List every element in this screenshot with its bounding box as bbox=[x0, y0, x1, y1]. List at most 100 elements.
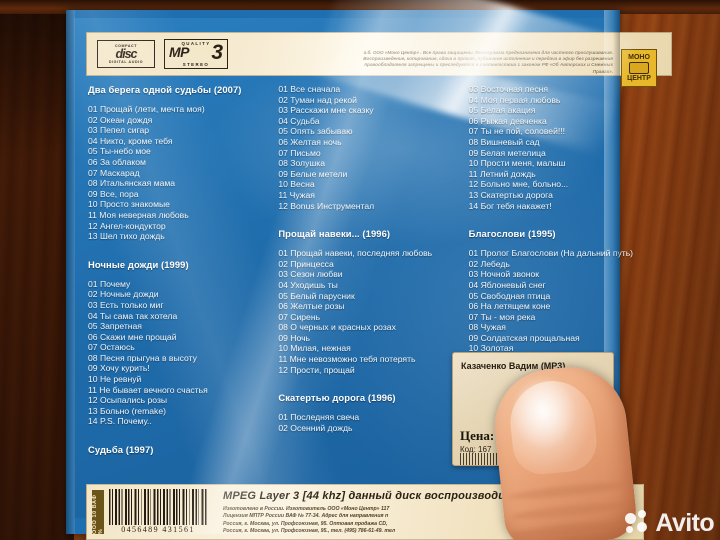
tracklist-column-2: 01 Все сначала 02 Туман над рекой 03 Расск… bbox=[278, 84, 468, 484]
mono-logo-line2: ЦЕНТР bbox=[627, 75, 651, 82]
track-item: 06 Желтые розы bbox=[278, 301, 345, 312]
track-item: 11 Моя неверная любовь bbox=[88, 209, 189, 220]
track-item: 05 Свободная птица bbox=[468, 290, 551, 301]
manufacturer-fineprint: Изготовлено в России. Изготовитель ООО «… bbox=[223, 506, 643, 536]
track-item: 11 Мне невозможно тебя потерять bbox=[278, 354, 416, 365]
track-item: 02 Осенний дождь bbox=[278, 422, 353, 433]
tracklist-column-3: 03 Восточная песня 04 Моя первая любовь 05… bbox=[469, 84, 654, 484]
mp3-quality-icon: QUALITY MP 3 STEREO bbox=[164, 39, 228, 69]
album-track-list: 01 Последняя свеча 02 Осенний дождь bbox=[278, 412, 462, 433]
track-item: 01 Почему bbox=[88, 278, 131, 289]
track-item: 12 Прости, прощай bbox=[278, 364, 355, 375]
copyright-notice: г.б. ООО «Моно Центр» . Все права защище… bbox=[363, 50, 613, 74]
track-item: 09 Белая метелица bbox=[468, 147, 546, 158]
track-item: 07 Остаюсь bbox=[88, 342, 135, 353]
thumbnail-highlight bbox=[506, 376, 600, 478]
track-item: 04 Судьба bbox=[278, 115, 320, 126]
track-item: 10 Милая, нежная bbox=[278, 343, 351, 354]
track-item: 13 Больно (remake) bbox=[88, 405, 166, 416]
avito-logo-icon bbox=[625, 510, 651, 536]
fineprint-line: Изготовлено в России. Изготовитель ООО «… bbox=[223, 506, 390, 512]
track-item: 03 Сезон любви bbox=[278, 269, 343, 280]
track-item: 06 Рыжая девченка bbox=[468, 115, 547, 126]
track-item: 05 Опять забываю bbox=[278, 126, 353, 137]
album-track-list: 03 Восточная песня 04 Моя первая любовь 05… bbox=[469, 84, 648, 211]
compact-disc-icon: COMPACT disc DIGITAL AUDIO bbox=[97, 40, 155, 68]
track-item: 08 Золушка bbox=[278, 158, 325, 169]
mono-centr-logo: МОНО ЦЕНТР bbox=[621, 49, 657, 87]
track-item: 03 Пепел сигар bbox=[88, 125, 150, 136]
track-item: 05 Запретная bbox=[88, 321, 142, 332]
track-item: 01 Пролог Благослови (На дальний путь) bbox=[468, 248, 634, 259]
compact-disc-word: disc bbox=[115, 47, 137, 61]
compact-disc-top-text: COMPACT bbox=[114, 44, 138, 48]
track-item: 04 Моя первая любовь bbox=[468, 94, 561, 105]
track-item: 01 Прощай навеки, последняя любовь bbox=[278, 248, 433, 259]
track-item: 08 О черных и красных розах bbox=[278, 322, 396, 333]
cd-back-inlay: COMPACT disc DIGITAL AUDIO QUALITY MP 3 … bbox=[74, 0, 672, 540]
compact-disc-bottom-text: DIGITAL AUDIO bbox=[108, 60, 144, 64]
track-item: 08 Итальянская мама bbox=[88, 178, 176, 189]
track-item: 06 Скажи мне прощай bbox=[88, 331, 177, 342]
album-track-list: 01 Прощай навеки, последняя любовь 02 При… bbox=[278, 248, 462, 375]
track-item: 02 Туман над рекой bbox=[278, 94, 357, 105]
thumb-crease-3 bbox=[511, 517, 630, 540]
avito-wordmark: Avito bbox=[655, 508, 714, 537]
mp3-top-text: QUALITY bbox=[181, 41, 211, 46]
track-item: 08 Вишневый сад bbox=[468, 136, 540, 147]
mp3-main-text: MP bbox=[169, 44, 190, 60]
album-title: Благослови (1995) bbox=[468, 228, 556, 240]
track-item: 13 Шел тихо дождь bbox=[88, 231, 165, 242]
track-item: 05 Белая акация bbox=[468, 105, 536, 116]
fineprint-line: Россия, г. Москва, ул. Профсоюзная, 95.,… bbox=[223, 528, 396, 535]
track-item: 08 Чужая bbox=[468, 322, 506, 333]
track-item: 12 Осыпались розы bbox=[88, 395, 168, 406]
tracklist-column-1: Два берега одной судьбы (2007) 01 Прощай … bbox=[88, 84, 278, 484]
track-item: 01 Прощай (лети, мечта моя) bbox=[88, 104, 205, 114]
album-title: Два берега одной судьбы (2007) bbox=[88, 84, 242, 95]
track-item: 06 За облаком bbox=[88, 156, 146, 167]
track-item: 14 P.S. Почему.. bbox=[88, 416, 152, 427]
track-item: 01 Последняя свеча bbox=[278, 412, 360, 423]
avito-watermark: Avito bbox=[625, 508, 715, 537]
track-item: 07 Маскарад bbox=[88, 167, 140, 178]
track-item: 10 Весна bbox=[278, 179, 315, 190]
album-title: Прощай навеки... (1996) bbox=[278, 228, 391, 240]
thumb-crease-2 bbox=[509, 499, 628, 522]
track-item: 07 Сирень bbox=[278, 311, 321, 322]
track-item: 01 Все сначала bbox=[278, 84, 341, 94]
track-item: 07 Ты не пой, соловей!!! bbox=[468, 126, 566, 137]
sticker-code-label: Код: 167 bbox=[460, 445, 492, 454]
fineprint-line: Россия, г. Москва, ул. Профсоюзная, 95. … bbox=[223, 520, 388, 527]
fineprint-line: Лицензия МПТР России ВАФ № 77-34. Адрес … bbox=[223, 513, 389, 520]
track-item: 06 На летящем коне bbox=[468, 301, 551, 312]
track-item: 10 Прости меня, малыш bbox=[468, 158, 566, 169]
track-item: 07 Письмо bbox=[278, 147, 321, 158]
track-item: 14 Бог тебя накажет! bbox=[468, 200, 552, 211]
album-title: Скатертью дорога (1996) bbox=[278, 392, 396, 404]
track-item: 03 Восточная песня bbox=[468, 84, 549, 94]
track-item: 11 Не бывает вечного счастья bbox=[88, 384, 208, 395]
thumb-crease-1 bbox=[507, 479, 626, 503]
track-item: 04 Яблоневый снег bbox=[468, 279, 546, 290]
track-item: 09 Все, пора bbox=[88, 188, 139, 199]
mono-logo-line1: МОНО bbox=[628, 54, 650, 61]
barcode-number: 0456489 431561 bbox=[121, 525, 195, 534]
tracklist-columns: Два берега одной судьбы (2007) 01 Прощай … bbox=[88, 84, 654, 484]
sticker-price-label: Цена: bbox=[460, 428, 495, 443]
album-track-list: 01 Пролог Благослови (На дальний путь) 02… bbox=[469, 248, 648, 354]
track-item: 10 Не ревнуй bbox=[88, 374, 142, 385]
album-track-list: 01 Почему 02 Ночные дожди 03 Есть только м… bbox=[88, 279, 272, 427]
track-item: 11 Чужая bbox=[278, 189, 315, 200]
album-track-list: 01 Все сначала 02 Туман над рекой 03 Расск… bbox=[278, 84, 462, 211]
track-item: 03 Ночной звонок bbox=[468, 269, 540, 280]
track-item: 09 Ночь bbox=[278, 332, 311, 343]
track-item: 02 Лебедь bbox=[468, 258, 510, 269]
track-item: 13 Скатертью дорога bbox=[468, 189, 553, 200]
track-item: 02 Ночные дожди bbox=[88, 289, 159, 300]
track-item: 06 Желтая ночь bbox=[278, 136, 342, 147]
inlay-top-bar: COMPACT disc DIGITAL AUDIO QUALITY MP 3 … bbox=[86, 32, 672, 87]
track-item: 08 Песня прыгуна в высоту bbox=[88, 352, 197, 363]
sticker-artist-title: Казаченко Вадим (MP3) bbox=[461, 361, 566, 371]
